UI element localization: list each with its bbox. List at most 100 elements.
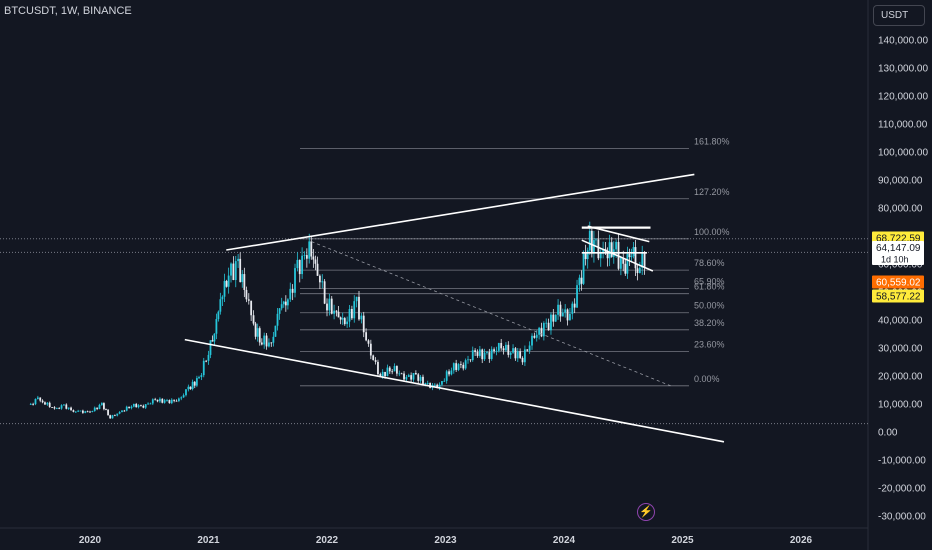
price-scale-label: -30,000.00: [878, 512, 926, 523]
candle-body: [455, 363, 458, 370]
candle-body: [441, 381, 443, 385]
price-tag-fib: [872, 289, 924, 303]
candle-body: [638, 267, 641, 274]
candle-body: [593, 240, 595, 254]
fib-level-label: 127.20%: [694, 187, 730, 197]
price-scale-label: 80,000.00: [878, 204, 923, 215]
candle-body: [391, 371, 394, 373]
candle-body: [51, 407, 53, 408]
candle-body: [622, 257, 625, 264]
candle-body: [187, 386, 190, 390]
candle-body: [582, 253, 585, 284]
candle-body: [215, 319, 218, 334]
candle-body: [230, 263, 232, 276]
candle-body: [474, 350, 477, 353]
candle-body: [175, 400, 178, 402]
candle-body: [597, 239, 600, 259]
candle-body: [438, 384, 441, 388]
candle-body: [384, 371, 386, 377]
price-scale-label: 130,000.00: [878, 64, 928, 75]
flag-bottom-line: [581, 239, 654, 272]
price-tag-label: 60,559.02: [876, 278, 921, 289]
candle-body: [53, 407, 56, 409]
candle-body: [65, 404, 68, 409]
candle-body: [86, 411, 89, 413]
candle-body: [252, 315, 255, 324]
candle-body: [72, 410, 75, 412]
candle-body: [500, 343, 503, 349]
candle-body: [180, 397, 183, 399]
candle-body: [360, 315, 363, 320]
candle-body: [634, 247, 637, 269]
candle-body: [588, 230, 591, 251]
candle-body: [362, 315, 365, 333]
candle-body: [321, 281, 324, 283]
candle-body: [193, 381, 196, 386]
candle-body: [278, 308, 281, 314]
candle-body: [426, 383, 429, 384]
candle-body: [502, 348, 505, 351]
candle-body: [573, 303, 576, 308]
candle-body: [350, 309, 353, 319]
candle-body: [495, 350, 498, 352]
candle-body: [424, 383, 427, 385]
price-tag-label: 68,722.59: [876, 234, 921, 245]
candle-body: [483, 352, 486, 360]
candle-body: [34, 398, 37, 405]
candle-body: [316, 263, 319, 276]
candle-body: [303, 255, 306, 256]
candle-body: [168, 400, 171, 404]
candle-body: [29, 403, 32, 405]
candle-body: [507, 344, 510, 355]
candle-body: [74, 411, 77, 413]
candle-body: [135, 403, 138, 408]
candle-body: [113, 415, 116, 417]
price-tag-low: [872, 275, 924, 289]
price-scale-label: 90,000.00: [878, 176, 923, 187]
candle-body: [219, 299, 222, 312]
candle-body: [121, 410, 123, 413]
candle-body: [580, 277, 583, 284]
candle-body: [569, 313, 571, 321]
candle-body: [55, 408, 58, 409]
candle-body: [619, 257, 622, 269]
candle-body: [154, 399, 157, 401]
candle-body: [223, 280, 226, 297]
time-scale-label: 2020: [79, 535, 102, 546]
candle-body: [258, 328, 261, 343]
candle-body: [312, 256, 315, 260]
candle-body: [403, 373, 405, 380]
price-scale-label: -20,000.00: [878, 484, 926, 495]
candle-body: [79, 410, 82, 412]
price-scale-label: -10,000.00: [878, 456, 926, 467]
candle-body: [245, 289, 248, 300]
candle-body: [552, 314, 555, 322]
candle-body: [486, 352, 488, 353]
lower-channel-line: [184, 338, 725, 443]
candle-body: [335, 310, 338, 312]
candle-body: [576, 285, 578, 308]
candle-body: [159, 398, 161, 402]
candle-body: [32, 403, 35, 405]
candle-body: [70, 407, 72, 411]
candle-body: [450, 370, 453, 375]
lightning-bolt-icon[interactable]: ⚡: [637, 503, 655, 521]
candle-body: [566, 309, 569, 321]
candle-body: [286, 299, 289, 306]
candle-body: [81, 410, 84, 413]
currency-button[interactable]: USDT: [873, 5, 925, 26]
candle-body: [241, 274, 244, 283]
candle-body: [298, 259, 301, 275]
candle-body: [540, 327, 543, 337]
candle-body: [578, 277, 581, 286]
candle-body: [189, 386, 192, 390]
candle-body: [191, 381, 194, 390]
candle-body: [125, 406, 128, 411]
symbol-title: BTCUSDT, 1W, BINANCE: [4, 5, 132, 17]
candle-body: [237, 258, 240, 262]
candle-body: [608, 242, 611, 259]
candle-body: [464, 360, 467, 369]
candle-body: [234, 261, 237, 280]
candle-body: [471, 350, 474, 361]
